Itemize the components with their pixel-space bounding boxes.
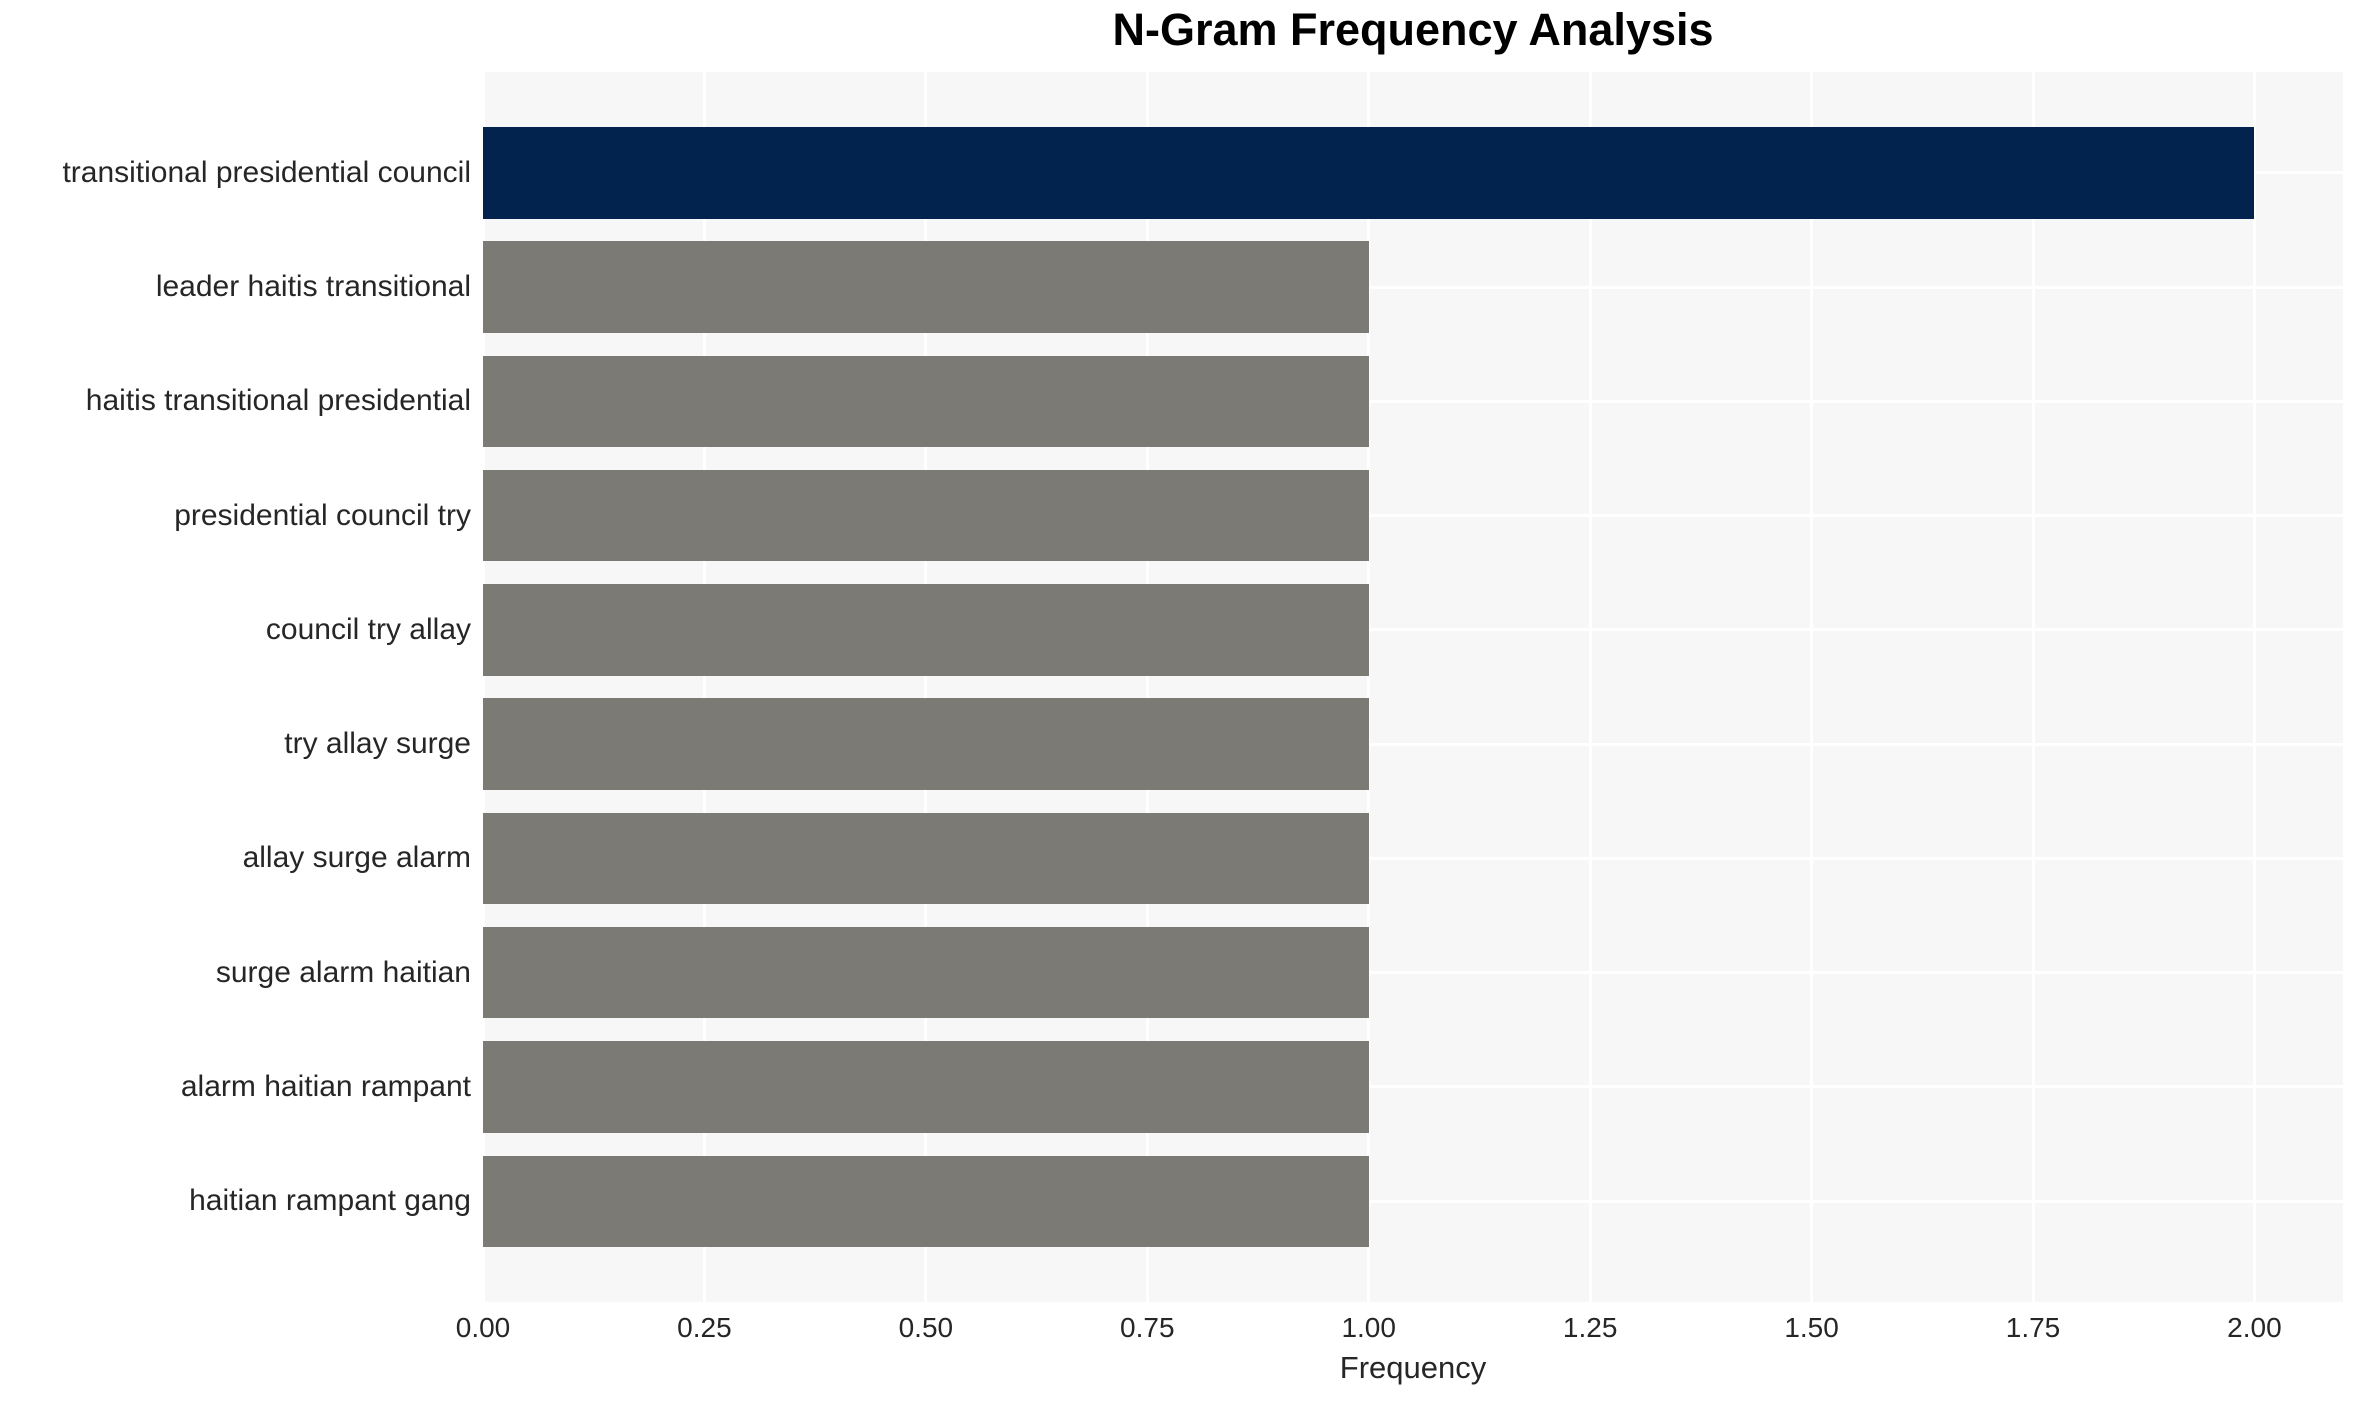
gridline-horizontal bbox=[483, 742, 2343, 746]
x-tick-label: 0.25 bbox=[677, 1312, 732, 1343]
gridline-vertical bbox=[481, 72, 485, 1302]
gridline-horizontal bbox=[483, 1199, 2343, 1203]
gridline-horizontal bbox=[483, 285, 2343, 289]
gridline-horizontal bbox=[483, 971, 2343, 975]
x-tick-label: 2.00 bbox=[2227, 1312, 2282, 1343]
x-tick-label: 1.50 bbox=[1784, 1312, 1839, 1343]
y-tick-label: alarm haitian rampant bbox=[180, 1069, 471, 1103]
bar bbox=[483, 355, 1369, 448]
bar bbox=[483, 812, 1369, 905]
gridline-vertical bbox=[2252, 72, 2256, 1302]
gridline-horizontal bbox=[483, 399, 2343, 403]
gridline-vertical bbox=[1145, 72, 1149, 1302]
bar bbox=[483, 698, 1369, 790]
plot-area bbox=[481, 72, 2343, 1302]
bar bbox=[483, 469, 1369, 562]
x-tick-label: 1.00 bbox=[1341, 1312, 1396, 1343]
y-tick-label: allay surge alarm bbox=[242, 841, 471, 875]
gridline-vertical bbox=[1588, 72, 1592, 1302]
gridline-horizontal bbox=[483, 856, 2343, 860]
gridline-vertical bbox=[1367, 72, 1371, 1302]
bar bbox=[483, 1041, 1369, 1133]
gridline-horizontal bbox=[483, 628, 2343, 632]
gridline-vertical bbox=[924, 72, 928, 1302]
x-axis-labels: 0.00 0.25 0.50 0.75 1.00 1.25 1.50 1.75 2.00 bbox=[0, 1312, 2363, 1352]
gridline-vertical bbox=[702, 72, 706, 1302]
y-tick-label: surge alarm haitian bbox=[215, 955, 471, 989]
y-tick-label: try allay surge bbox=[284, 727, 471, 761]
x-axis-title: Frequency bbox=[1339, 1350, 1487, 1385]
x-tick-label: 0.50 bbox=[898, 1312, 954, 1343]
bar bbox=[483, 584, 1369, 676]
x-tick-label: 1.25 bbox=[1562, 1312, 1618, 1343]
y-axis-labels: transitional presidential council leader … bbox=[0, 72, 471, 1302]
gridline-horizontal bbox=[483, 1085, 2343, 1089]
y-tick-label: presidential council try bbox=[174, 498, 471, 532]
bar bbox=[483, 241, 1369, 333]
x-tick-label: 0.00 bbox=[455, 1312, 511, 1343]
x-tick-label: 0.75 bbox=[1120, 1312, 1175, 1343]
y-tick-label: transitional presidential council bbox=[62, 155, 471, 189]
bar bbox=[483, 1155, 1369, 1247]
x-tick-label: 1.75 bbox=[2005, 1312, 2061, 1343]
y-tick-label: council try allay bbox=[265, 612, 471, 646]
y-tick-label: haitis transitional presidential bbox=[85, 384, 471, 418]
bar bbox=[483, 127, 2255, 219]
y-tick-label: haitian rampant gang bbox=[189, 1184, 471, 1218]
bar bbox=[483, 926, 1369, 1019]
gridline-vertical bbox=[2031, 72, 2035, 1302]
y-tick-label: leader haitis transitional bbox=[155, 270, 471, 304]
gridline-vertical bbox=[1810, 72, 1814, 1302]
gridline-horizontal bbox=[483, 514, 2343, 518]
chart-title: N-Gram Frequency Analysis bbox=[1112, 4, 1714, 55]
